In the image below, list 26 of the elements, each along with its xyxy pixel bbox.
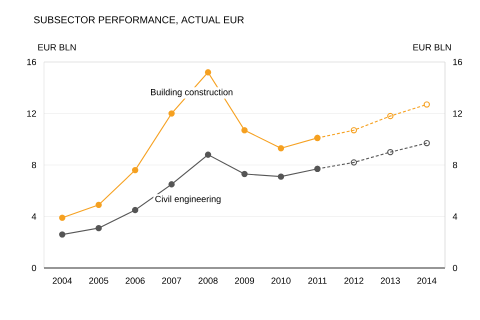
y2-tick-label: 8	[452, 162, 458, 168]
y-tick-label: 0	[32, 264, 36, 272]
y2-tick-label: 16	[453, 58, 462, 66]
y2-tick-label: 12	[453, 110, 462, 117]
x-tick-label: 2010	[271, 278, 291, 284]
y2-tick-label: 4	[452, 213, 458, 220]
series-label: Civil engineering	[155, 196, 221, 204]
x-tick-label: 2007	[162, 278, 182, 284]
x-tick-label: 2008	[198, 278, 218, 284]
y2-tick-label: 0	[452, 264, 458, 272]
x-tick-label: 2012	[344, 278, 364, 284]
x-tick-label: 2006	[126, 278, 145, 284]
x-tick-label: 2005	[89, 278, 108, 284]
x-tick-label: 2004	[52, 278, 72, 284]
y-tick-label: 16	[27, 58, 36, 66]
y2-axis-title: EUR BLN	[413, 44, 451, 50]
x-tick-label: 2011	[308, 278, 327, 284]
y-tick-label: 8	[32, 162, 36, 168]
y-tick-label: 4	[32, 213, 36, 220]
x-tick-label: 2014	[417, 278, 436, 284]
x-tick-label: 2013	[380, 278, 400, 284]
chart-title: SUBSECTOR PERFORMANCE, ACTUAL EUR	[34, 16, 244, 25]
y-tick-label: 12	[27, 110, 36, 117]
x-tick-label: 2009	[234, 278, 254, 284]
y-axis-title: EUR BLN	[38, 44, 76, 50]
series-label: Building construction	[151, 88, 232, 98]
